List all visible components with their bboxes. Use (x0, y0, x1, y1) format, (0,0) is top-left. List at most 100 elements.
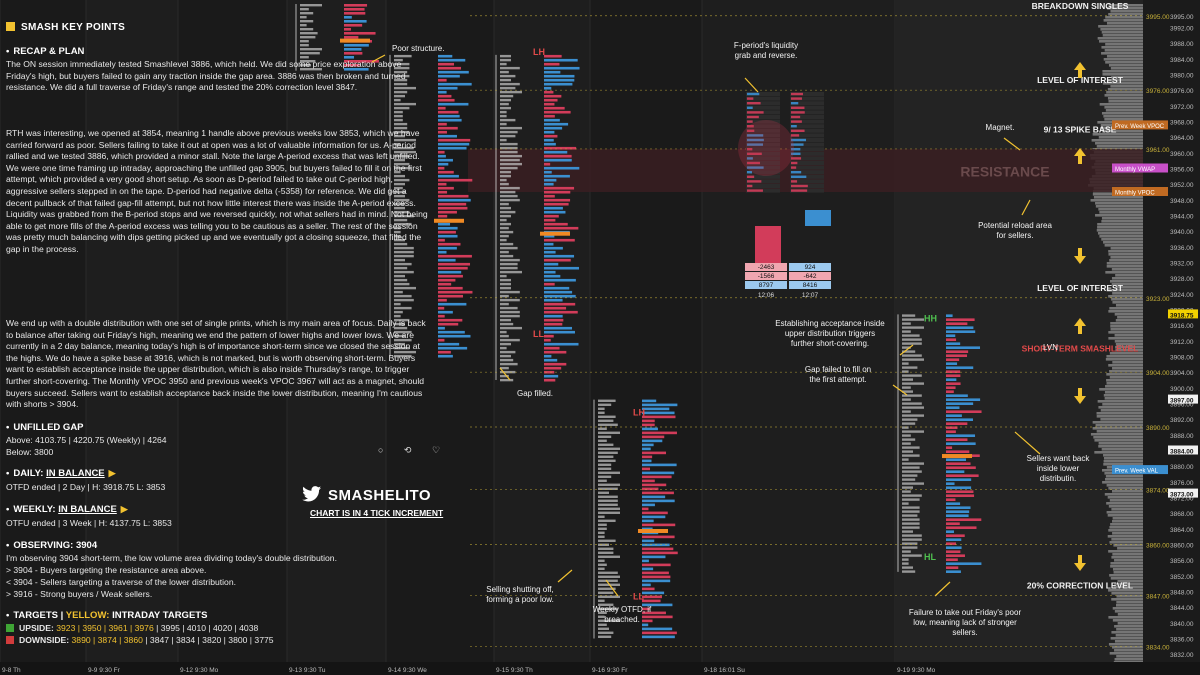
tpo-letters (902, 502, 909, 505)
tpo-letters (500, 106, 511, 110)
footprint-volume (747, 97, 754, 100)
tpo-letters (394, 74, 410, 78)
twitter-handle[interactable]: SMASHELITO (302, 486, 431, 504)
annotation-arrow-icon (1021, 199, 1031, 216)
volume-profile-bar (1095, 205, 1143, 208)
tpo-letters (500, 66, 520, 70)
annotation-line: Establishing acceptance inside (775, 319, 885, 328)
y-axis-tick: 3944.00 (1170, 214, 1194, 221)
social-actions[interactable]: ○ ⟲ ♡ (378, 445, 450, 455)
delta-bar (544, 66, 580, 70)
volume-profile-bar (1102, 70, 1143, 73)
footprint-cell (746, 96, 780, 101)
tpo-letters (394, 54, 412, 58)
tpo-letters (902, 422, 916, 425)
volume-profile-bar (1114, 334, 1143, 337)
annotation-arrow-icon (557, 569, 573, 583)
delta-bar (438, 98, 455, 102)
volume-profile-bar (1098, 445, 1143, 448)
x-axis-tick: 9-18 16:01 Su (704, 667, 745, 674)
volume-profile-bar (1094, 451, 1143, 454)
y-axis-highlight-label: 3884.00 (1170, 449, 1194, 456)
tpo-letters (500, 54, 511, 58)
volume-profile-bar (1104, 94, 1143, 97)
delta-bar (438, 54, 453, 58)
tpo-letters (500, 182, 509, 186)
tpo-letters (394, 190, 405, 194)
volume-profile-bar (1111, 277, 1143, 280)
tpo-letters (394, 194, 405, 198)
volume-profile-bar (1106, 373, 1143, 376)
delta-bar (438, 142, 470, 146)
footprint-cell (790, 165, 824, 170)
delta-bar (544, 310, 578, 314)
delta-bar (642, 555, 666, 559)
footprint-volume (791, 138, 807, 142)
delta-bar (946, 330, 976, 333)
tpo-letters (394, 342, 405, 346)
tpo-letters (500, 94, 514, 98)
footprint-volume (747, 143, 763, 146)
tpo-letters (902, 482, 924, 485)
footprint-volume (747, 161, 760, 165)
volume-profile-bar (1100, 28, 1143, 31)
delta-bar (438, 126, 458, 130)
tpo-letters (902, 418, 918, 421)
delta-bar (438, 102, 469, 106)
delta-bar (438, 202, 467, 206)
footprint-cell (790, 174, 824, 179)
annotation-line: breached. (604, 615, 640, 624)
volume-profile-bar (1109, 652, 1143, 655)
footprint-stat-cell (745, 272, 787, 280)
delta-bar (642, 447, 651, 451)
delta-bar (642, 495, 666, 499)
delta-bar (946, 470, 965, 473)
volume-profile-bar (1105, 109, 1143, 112)
footprint-stat-cell (789, 263, 831, 271)
tpo-letters (598, 527, 607, 530)
delta-bar (438, 206, 468, 210)
footprint-volume (791, 97, 802, 100)
volume-profile-bar (1106, 484, 1143, 487)
tpo-letters (902, 314, 916, 317)
annotation-line: distributin. (1040, 474, 1076, 483)
delta-bar (544, 110, 571, 114)
y-axis-tick: 3848.00 (1170, 590, 1194, 597)
volume-profile-bar (1113, 544, 1143, 547)
volume-profile-bar (1107, 7, 1143, 10)
tpo-letters (500, 242, 514, 246)
volume-profile-bar (1115, 634, 1143, 637)
delta-bar (642, 455, 653, 459)
poc-marker (540, 231, 570, 236)
annotation-line: Failure to take out Friday's poor (909, 608, 1022, 617)
volume-profile-bar (1109, 370, 1143, 373)
footprint-stat-value: 924 (805, 264, 816, 271)
footprint-cell (790, 170, 824, 175)
x-axis-strip (0, 662, 1200, 675)
tpo-letters (500, 150, 518, 154)
delta-bar (544, 74, 575, 78)
downside-label: DOWNSIDE: (19, 635, 70, 645)
downside-other-values: | 3847 | 3834 | 3820 | 3800 | 3775 (142, 635, 274, 645)
tpo-letters (500, 330, 507, 334)
volume-profile-bar (1110, 10, 1143, 13)
y-axis-highlight (1168, 394, 1198, 404)
tpo-letters (902, 470, 922, 473)
delta-bar (642, 535, 675, 539)
footprint-time: 12:06 (758, 292, 775, 299)
volume-profile-bar (1112, 517, 1143, 520)
volume-profile-bar (1108, 13, 1143, 16)
volume-profile-bar (1107, 535, 1143, 538)
y-axis-tick: 3936.00 (1170, 245, 1194, 252)
delta-bar (946, 422, 968, 425)
delta-bar (946, 386, 956, 389)
delta-bar (438, 242, 461, 246)
tpo-letters (394, 250, 414, 254)
tpo-letters (394, 186, 403, 190)
tpo-letters (394, 70, 408, 74)
delta-bar (544, 286, 570, 290)
delta-bar (438, 166, 445, 170)
tpo-letters (300, 56, 309, 59)
key-level-label: LEVEL OF INTEREST (1037, 283, 1124, 293)
delta-bar (544, 214, 559, 218)
